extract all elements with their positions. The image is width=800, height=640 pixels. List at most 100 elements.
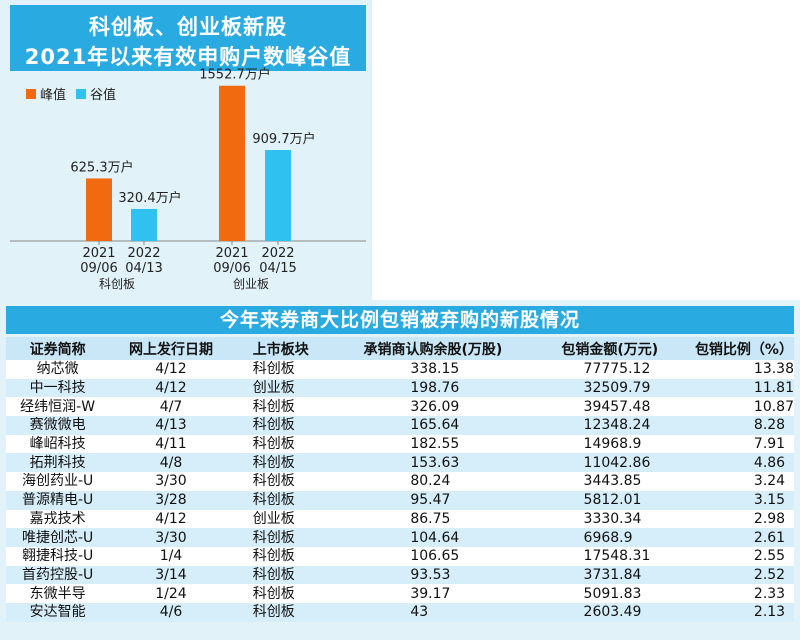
bar-chinext-peak xyxy=(219,85,245,241)
table-row: 峰岹科技 4/11 科创板 182.55 14968.9 7.91 xyxy=(6,434,794,454)
cell-ratio: 10.87 xyxy=(693,397,794,417)
cell-date: 4/8 xyxy=(109,453,233,473)
tick-label-date: 04/13 xyxy=(125,261,162,276)
cell-amount: 77775.12 xyxy=(525,360,694,379)
bar-chart: 625.3万户202109/06320.4万户202204/13科创板1552.… xyxy=(10,67,366,291)
cell-board: 科创板 xyxy=(232,416,341,435)
table-row: 中一科技 4/12 创业板 198.76 32509.79 11.81 xyxy=(6,378,794,398)
table-row: 东微半导 1/24 科创板 39.17 5091.83 2.33 xyxy=(6,584,794,603)
tick-label-year: 2021 xyxy=(82,246,115,261)
col-header-ratio: 包销比例（%） xyxy=(693,337,794,360)
cell-date: 1/4 xyxy=(109,546,233,566)
table-row: 嘉戎技术 4/12 创业板 86.75 3330.34 2.98 xyxy=(6,509,794,529)
chart-panel: 科创板、创业板新股 2021年以来有效申购户数峰谷值 峰值 谷值 xyxy=(0,0,372,300)
cell-name: 中一科技 xyxy=(6,378,110,398)
cell-date: 3/28 xyxy=(109,490,233,510)
cell-board: 科创板 xyxy=(232,565,341,585)
cell-ratio: 2.98 xyxy=(693,509,794,529)
cell-amount: 6968.9 xyxy=(525,528,694,547)
col-header-name: 证券简称 xyxy=(6,337,110,360)
group-label: 创业板 xyxy=(233,277,269,291)
table-row: 赛微微电 4/13 科创板 165.64 12348.24 8.28 xyxy=(6,416,794,435)
cell-ratio: 11.81 xyxy=(693,378,794,398)
cell-amount: 2603.49 xyxy=(525,602,694,622)
cell-date: 1/24 xyxy=(109,584,233,603)
tick-label-date: 09/06 xyxy=(213,261,250,276)
cell-amount: 5812.01 xyxy=(525,490,694,510)
table-row: 首药控股-U 3/14 科创板 93.53 3731.84 2.52 xyxy=(6,565,794,585)
cell-name: 安达智能 xyxy=(6,602,110,622)
legend-item-trough: 谷值 xyxy=(76,84,116,103)
cell-ratio: 8.28 xyxy=(693,416,794,435)
cell-shares: 338.15 xyxy=(340,360,526,379)
cell-amount: 32509.79 xyxy=(525,378,694,398)
cell-ratio: 13.38 xyxy=(693,360,794,379)
chart-title-line1: 科创板、创业板新股 xyxy=(89,15,287,39)
cell-board: 科创板 xyxy=(232,453,341,473)
tick-label-year: 2021 xyxy=(215,246,248,261)
cell-ratio: 2.33 xyxy=(693,584,794,603)
data-label: 625.3万户 xyxy=(70,159,133,175)
cell-name: 峰岹科技 xyxy=(6,434,110,454)
cell-ratio: 4.86 xyxy=(693,453,794,473)
underwriting-table: 证券简称 网上发行日期 上市板块 承销商认购余股(万股) 包销金额(万元) 包销… xyxy=(6,337,794,622)
cell-amount: 14968.9 xyxy=(525,434,694,454)
bar-star-trough xyxy=(131,208,157,241)
data-label: 909.7万户 xyxy=(252,131,315,147)
cell-name: 纳芯微 xyxy=(6,360,110,379)
cell-amount: 3731.84 xyxy=(525,565,694,585)
cell-ratio: 2.55 xyxy=(693,546,794,566)
cell-name: 翱捷科技-U xyxy=(6,546,110,566)
cell-date: 4/12 xyxy=(109,360,233,379)
cell-shares: 39.17 xyxy=(340,584,526,603)
legend-label-trough: 谷值 xyxy=(90,88,117,103)
cell-name: 唯捷创芯-U xyxy=(6,528,110,547)
cell-name: 经纬恒润-W xyxy=(6,397,110,417)
chart-title-line2: 2021年以来有效申购户数峰谷值 xyxy=(24,45,352,69)
cell-ratio: 7.91 xyxy=(693,434,794,454)
table-row: 安达智能 4/6 科创板 43 2603.49 2.13 xyxy=(6,602,794,622)
cell-amount: 11042.86 xyxy=(525,453,694,473)
table-title: 今年来券商大比例包销被弃购的新股情况 xyxy=(6,306,794,334)
col-header-board: 上市板块 xyxy=(232,337,341,360)
group-label: 科创板 xyxy=(99,277,135,291)
cell-board: 科创板 xyxy=(232,472,341,491)
cell-shares: 86.75 xyxy=(340,509,526,529)
col-header-date: 网上发行日期 xyxy=(109,337,233,360)
cell-name: 首药控股-U xyxy=(6,565,110,585)
data-label: 320.4万户 xyxy=(118,190,181,206)
cell-amount: 12348.24 xyxy=(525,416,694,435)
cell-ratio: 3.24 xyxy=(693,472,794,491)
table-row: 翱捷科技-U 1/4 科创板 106.65 17548.31 2.55 xyxy=(6,546,794,566)
cell-shares: 182.55 xyxy=(340,434,526,454)
cell-shares: 153.63 xyxy=(340,453,526,473)
cell-date: 3/30 xyxy=(109,528,233,547)
table-panel: 今年来券商大比例包销被弃购的新股情况 证券简称 网上发行日期 上市板块 承销商认… xyxy=(0,300,800,640)
table-row: 普源精电-U 3/28 科创板 95.47 5812.01 3.15 xyxy=(6,490,794,510)
cell-name: 普源精电-U xyxy=(6,490,110,510)
cell-shares: 93.53 xyxy=(340,565,526,585)
table-row: 拓荆科技 4/8 科创板 153.63 11042.86 4.86 xyxy=(6,453,794,473)
cell-name: 海创药业-U xyxy=(6,472,110,491)
cell-shares: 80.24 xyxy=(340,472,526,491)
cell-date: 3/30 xyxy=(109,472,233,491)
cell-amount: 3443.85 xyxy=(525,472,694,491)
cell-ratio: 2.13 xyxy=(693,602,794,622)
cell-date: 4/7 xyxy=(109,397,233,417)
cell-shares: 165.64 xyxy=(340,416,526,435)
table-row: 纳芯微 4/12 科创板 338.15 77775.12 13.38 xyxy=(6,360,794,379)
col-header-shares: 承销商认购余股(万股) xyxy=(340,337,526,360)
cell-board: 科创板 xyxy=(232,360,341,379)
cell-name: 拓荆科技 xyxy=(6,453,110,473)
tick-label-year: 2022 xyxy=(127,246,160,261)
cell-board: 科创板 xyxy=(232,584,341,603)
cell-amount: 17548.31 xyxy=(525,546,694,566)
cell-board: 科创板 xyxy=(232,434,341,454)
legend-swatch-trough xyxy=(76,88,87,99)
cell-shares: 43 xyxy=(340,602,526,622)
cell-date: 4/12 xyxy=(109,509,233,529)
table-row: 海创药业-U 3/30 科创板 80.24 3443.85 3.24 xyxy=(6,472,794,491)
table-row: 唯捷创芯-U 3/30 科创板 104.64 6968.9 2.61 xyxy=(6,528,794,547)
cell-shares: 95.47 xyxy=(340,490,526,510)
cell-board: 科创板 xyxy=(232,490,341,510)
